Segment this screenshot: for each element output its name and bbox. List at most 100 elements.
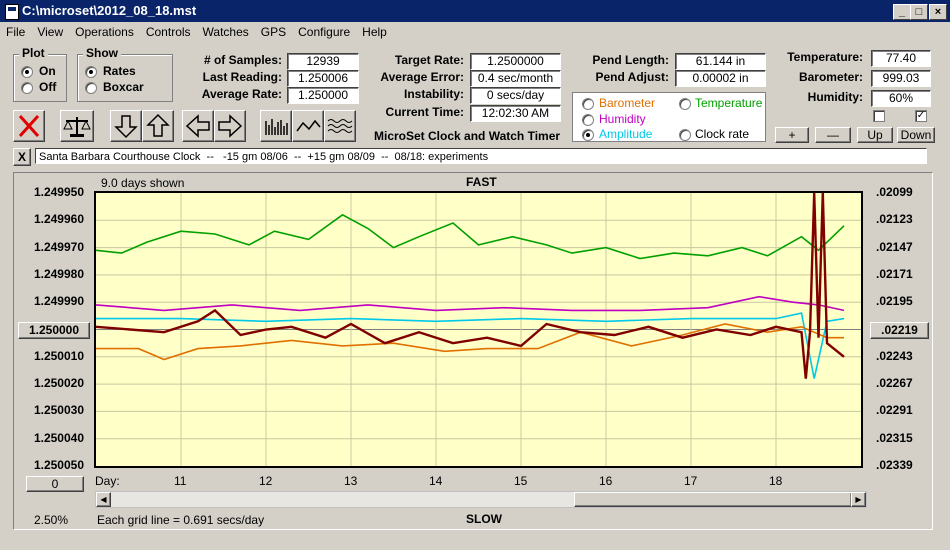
temperature-option-label: Temperature [695,96,763,110]
wave-graph-button[interactable] [324,110,356,142]
average-error-field: 0.4 sec/month [470,70,561,87]
menu-controls[interactable]: Controls [145,25,191,39]
pend-length-field: 61.144 in [675,53,766,70]
barometer-option-label: Barometer [599,96,656,110]
x-day-tick-label: 18 [769,474,783,488]
menu-watches[interactable]: Watches [202,25,249,39]
line-graph-button[interactable] [292,110,324,142]
menu-operations[interactable]: Operations [75,25,134,39]
show-group-label: Show [83,46,121,60]
y-left-tick-label: 1.250030 [33,403,84,418]
left-value-button[interactable]: 1.250000 [18,322,90,339]
y-left-tick-label: 1.249980 [33,266,84,281]
app-name-label: MicroSet Clock and Watch Timer [374,129,561,143]
y-right-tick-label: .02267 [876,376,913,391]
samples-label: # of Samples: [203,53,282,67]
scroll-right-arrow-icon[interactable]: ▶ [851,492,866,507]
last-reading-label: Last Reading: [202,70,282,84]
y-left-tick-label: 1.249970 [33,239,84,254]
plot-off-radio[interactable] [21,82,33,94]
amplitude-series [96,312,845,379]
day-label: Day: [95,474,120,488]
balance-scale-icon [63,117,91,137]
close-button[interactable]: × [929,4,947,20]
pend-length-label: Pend Length: [592,53,669,67]
average-rate-label: Average Rate: [201,87,282,101]
arrow-up-button[interactable] [142,110,174,142]
menu-view[interactable]: View [37,25,64,39]
checkbox-left[interactable] [873,110,885,122]
app-icon[interactable] [5,4,19,20]
humidity-radio[interactable] [582,114,594,126]
x-day-tick-label: 17 [684,474,698,488]
humidity-series [95,295,845,312]
arrow-down-button[interactable] [110,110,142,142]
checkbox-right[interactable]: ✓ [915,110,927,122]
days-shown-label: 9.0 days shown [101,176,185,190]
amplitude-option-label: Amplitude [599,127,653,141]
minimize-button[interactable]: _ [893,4,911,20]
instability-label: Instability: [403,87,464,101]
show-boxcar-label: Boxcar [103,80,144,94]
arrow-right-button[interactable] [214,110,246,142]
instability-field: 0 secs/day [470,87,561,104]
temperature-label: Temperature: [787,50,863,64]
slow-label: SLOW [466,512,502,526]
right-value-button[interactable]: .02219 [870,322,929,339]
y-left-tick-label: 1.249990 [33,294,84,309]
y-left-tick-label: 1.250020 [33,376,84,391]
menu-file[interactable]: File [6,25,26,39]
y-right-tick-label: .02315 [876,430,913,445]
y-right-tick-label: .02243 [876,348,913,363]
barometer-radio[interactable] [582,98,594,110]
x-day-tick-label: 11 [174,474,187,488]
temperature-radio[interactable] [679,98,691,110]
show-rates-label: Rates [103,64,136,78]
comment-field[interactable]: Santa Barbara Courthouse Clock -- -15 gm… [35,148,927,164]
menu-configure[interactable]: Configure [298,25,351,39]
scroll-position-button[interactable]: 0 [26,476,84,492]
humidity-option-label: Humidity [599,112,646,126]
minus-button[interactable]: — [815,127,851,143]
temperature-field: 77.40 [871,50,931,67]
plot-on-radio[interactable] [21,66,33,78]
plot-group [13,54,67,102]
plot-on-label: On [39,64,56,78]
amplitude-radio[interactable] [582,129,594,141]
clock-rate-radio[interactable] [679,129,691,141]
up-button[interactable]: Up [857,127,893,143]
show-boxcar-radio[interactable] [85,82,97,94]
pend-adjust-field: 0.00002 in [675,70,766,87]
y-left-tick-label: 1.250050 [33,458,84,472]
last-reading-field: 1.250006 [287,70,359,87]
title-bar: C:\microset\2012_08_18.mst _ □ × [0,0,950,22]
menu-help[interactable]: Help [362,25,387,39]
down-button[interactable]: Down [897,127,935,143]
y-right-tick-label: .02291 [876,403,913,418]
clock-rate-option-label: Clock rate [695,127,750,141]
scroll-thumb[interactable] [574,492,852,507]
scroll-left-arrow-icon[interactable]: ◀ [96,492,111,507]
maximize-button[interactable]: □ [910,4,928,20]
arrow-left-button[interactable] [182,110,214,142]
fast-label: FAST [466,175,497,189]
target-rate-field: 1.2500000 [470,53,561,70]
plus-button[interactable]: + [775,127,809,143]
clear-button[interactable] [13,110,45,142]
x-day-tick-label: 16 [599,474,613,488]
show-rates-radio[interactable] [85,66,97,78]
bar-graph-button[interactable] [260,110,292,142]
target-rate-label: Target Rate: [394,53,464,67]
humidity-label: Humidity: [807,90,863,104]
menu-bar: File View Operations Controls Watches GPS Conf… [0,22,950,42]
close-comment-button[interactable]: X [13,148,31,166]
horizontal-scrollbar[interactable]: ◀ ▶ [95,491,867,508]
samples-field: 12939 [287,53,359,70]
balance-button[interactable] [60,110,94,142]
sensor-select-box: Barometer Temperature Humidity Amplitude… [572,92,766,142]
menu-gps[interactable]: GPS [260,25,287,39]
pend-adjust-label: Pend Adjust: [595,70,669,84]
x-day-tick-label: 14 [429,474,443,488]
zoom-label: 2.50% [34,513,69,527]
plot-off-label: Off [39,80,57,94]
